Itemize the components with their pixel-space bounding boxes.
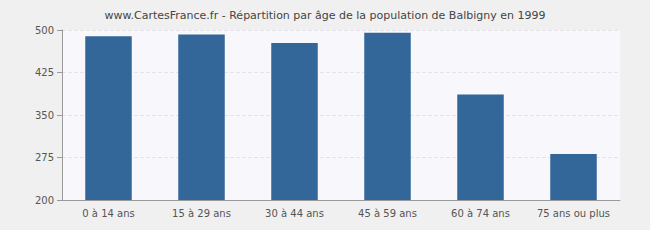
svg-text:www.CartesFrance.fr - Répartit: www.CartesFrance.fr - Répartition par âg… xyxy=(105,9,546,22)
svg-text:500: 500 xyxy=(35,25,54,36)
svg-text:275: 275 xyxy=(35,152,54,163)
svg-text:45 à 59 ans: 45 à 59 ans xyxy=(358,208,417,219)
svg-text:0 à 14 ans: 0 à 14 ans xyxy=(82,208,134,219)
svg-text:200: 200 xyxy=(35,195,54,206)
svg-text:75 ans ou plus: 75 ans ou plus xyxy=(537,208,610,219)
svg-text:350: 350 xyxy=(35,110,54,121)
svg-text:15 à 29 ans: 15 à 29 ans xyxy=(172,208,231,219)
svg-text:425: 425 xyxy=(35,67,54,78)
svg-text:60 à 74 ans: 60 à 74 ans xyxy=(451,208,510,219)
svg-text:30 à 44 ans: 30 à 44 ans xyxy=(265,208,324,219)
